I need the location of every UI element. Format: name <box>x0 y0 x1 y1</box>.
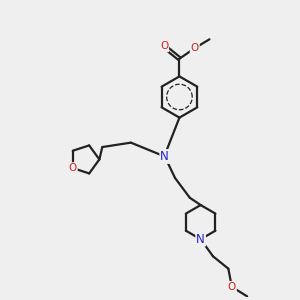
Text: N: N <box>160 150 169 163</box>
Text: O: O <box>69 163 77 173</box>
Text: O: O <box>190 43 199 53</box>
Text: N: N <box>196 233 205 246</box>
Text: O: O <box>160 41 168 51</box>
Text: O: O <box>228 282 236 292</box>
